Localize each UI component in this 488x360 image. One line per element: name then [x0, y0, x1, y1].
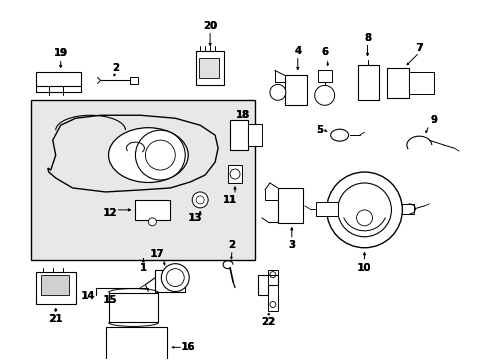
Text: 10: 10 — [357, 263, 370, 273]
Text: 6: 6 — [321, 48, 327, 58]
Text: 5: 5 — [316, 125, 323, 135]
Circle shape — [326, 172, 402, 248]
Text: 9: 9 — [430, 115, 437, 125]
Text: 13: 13 — [187, 213, 202, 223]
Text: 13: 13 — [188, 213, 202, 223]
Circle shape — [196, 196, 203, 204]
Circle shape — [269, 84, 285, 100]
Text: 9: 9 — [430, 115, 437, 125]
Text: 6: 6 — [321, 48, 327, 58]
Circle shape — [229, 169, 240, 179]
Text: 18: 18 — [235, 110, 250, 120]
Text: 1: 1 — [140, 263, 146, 273]
Text: 19: 19 — [53, 49, 68, 58]
Bar — [36, 272, 76, 303]
Text: 20: 20 — [203, 21, 217, 31]
Bar — [315, 202, 337, 216]
Bar — [317, 71, 331, 82]
Text: 21: 21 — [48, 314, 63, 324]
Bar — [357, 66, 379, 100]
Text: 8: 8 — [363, 32, 370, 42]
Circle shape — [314, 85, 334, 105]
Bar — [135, 200, 170, 220]
Text: 2: 2 — [228, 240, 235, 250]
Text: 11: 11 — [223, 195, 237, 205]
Text: 8: 8 — [364, 32, 370, 42]
Bar — [229, 120, 247, 150]
Bar — [285, 75, 306, 105]
Circle shape — [145, 140, 175, 170]
Text: 15: 15 — [103, 294, 118, 305]
Ellipse shape — [108, 128, 188, 183]
Text: 7: 7 — [415, 42, 422, 53]
Circle shape — [269, 272, 275, 278]
Text: 12: 12 — [103, 208, 118, 218]
Text: 12: 12 — [103, 208, 117, 218]
Bar — [130, 77, 138, 84]
Circle shape — [135, 130, 185, 180]
Bar — [155, 270, 185, 292]
Text: 7: 7 — [415, 42, 422, 53]
Text: 5: 5 — [315, 125, 323, 135]
Text: 2: 2 — [228, 240, 235, 250]
Text: 22: 22 — [261, 318, 274, 328]
Circle shape — [356, 210, 372, 226]
Text: 15: 15 — [103, 294, 117, 305]
Bar — [277, 188, 302, 223]
Text: 2: 2 — [112, 63, 119, 73]
Text: 2: 2 — [112, 63, 119, 73]
Bar — [105, 328, 167, 360]
Text: 14: 14 — [81, 291, 96, 301]
Bar — [196, 50, 224, 85]
Text: 16: 16 — [181, 342, 195, 352]
Bar — [31, 100, 254, 260]
Circle shape — [166, 269, 184, 287]
Text: 4: 4 — [294, 45, 301, 55]
Ellipse shape — [330, 129, 348, 141]
Circle shape — [161, 264, 189, 292]
Circle shape — [192, 192, 208, 208]
Bar — [386, 68, 408, 98]
Text: 18: 18 — [236, 110, 249, 120]
Bar — [41, 275, 68, 294]
Bar — [36, 72, 81, 86]
Circle shape — [337, 183, 390, 237]
Text: 10: 10 — [357, 263, 371, 273]
Text: 19: 19 — [54, 49, 67, 58]
Text: 11: 11 — [223, 195, 236, 205]
Text: 21: 21 — [49, 314, 62, 324]
Bar — [408, 72, 433, 94]
Bar — [108, 293, 158, 323]
Text: 22: 22 — [260, 318, 275, 328]
Text: 17: 17 — [150, 249, 164, 259]
Text: 17: 17 — [150, 249, 164, 259]
Bar — [227, 165, 242, 183]
Text: 1: 1 — [140, 263, 147, 273]
Text: 3: 3 — [288, 240, 295, 250]
Text: 16: 16 — [181, 342, 195, 352]
Bar — [402, 204, 413, 214]
Text: 20: 20 — [203, 21, 217, 31]
Bar — [247, 124, 262, 146]
Circle shape — [148, 218, 156, 226]
Text: 4: 4 — [293, 45, 301, 55]
Text: 3: 3 — [287, 240, 295, 250]
Bar — [267, 270, 277, 311]
Circle shape — [269, 302, 275, 307]
Bar — [199, 58, 219, 78]
Text: 14: 14 — [81, 291, 95, 301]
